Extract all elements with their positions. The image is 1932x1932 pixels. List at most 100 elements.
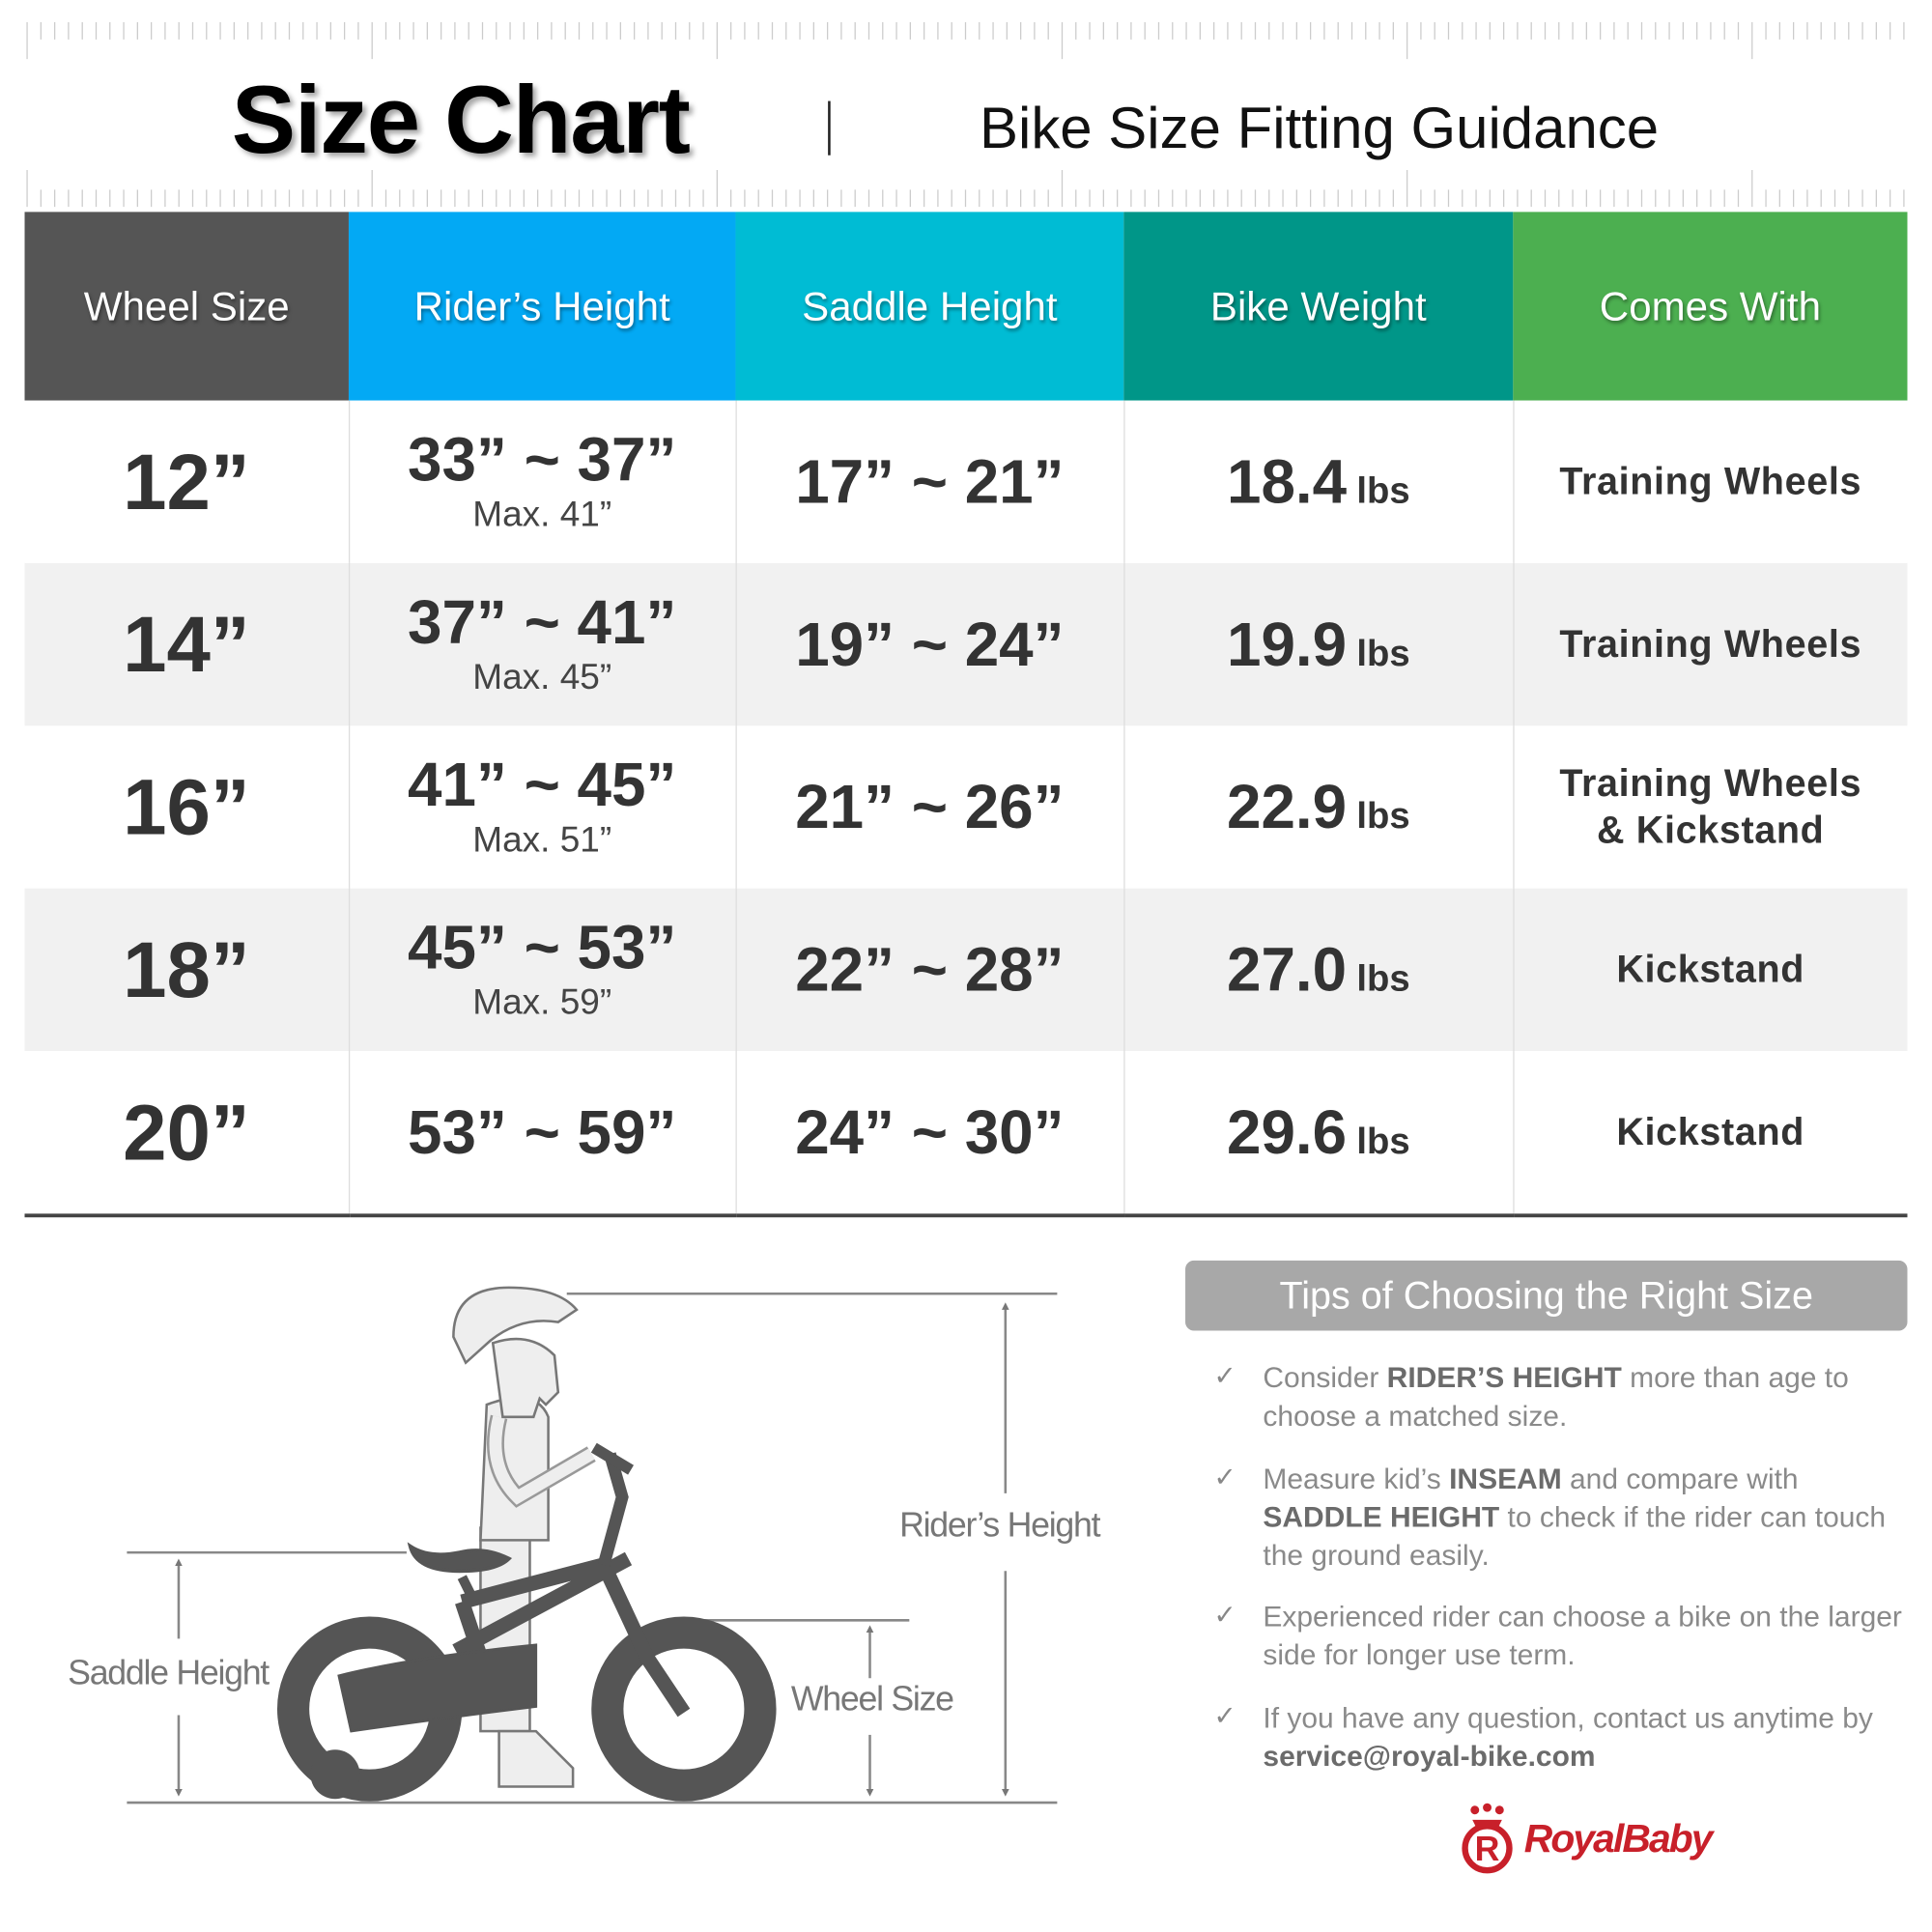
wheel-size-value: 20” [123,1088,250,1178]
wheel-size-value: 14” [123,600,250,690]
riders-height-max: Max. 59” [472,982,612,1023]
ruler-bottom-decoration [26,170,1905,208]
wheel-size-cell: 18” [24,888,349,1052]
comes-with-value: Training Wheels [1559,622,1862,666]
bike-fitting-diagram [127,1286,1058,1804]
wheel-size-cell: 12” [25,401,349,563]
weight-unit: lbs [1356,958,1410,1000]
bike-weight-value: 18.4 [1226,447,1348,517]
weight-unit: lbs [1356,795,1410,838]
page-title: Size Chart [231,65,691,174]
bike-weight-value: 27.0 [1226,935,1348,1005]
column-header-rider-s-height: Rider’s Height [348,212,736,401]
bike-weight-cell: 27.0 lbs [1122,888,1514,1052]
saddle-height-cell: 17” ~ 21” [734,400,1124,563]
riders-height-max: Max. 51” [472,820,612,861]
wheel-size-cell: 16” [25,725,349,888]
bike-weight-value: 19.9 [1226,610,1348,679]
tip-text: If you have any question, contact us any… [1263,1701,1873,1734]
weight-unit: lbs [1356,470,1410,512]
riders-height-range: 53” ~ 59” [408,1097,677,1167]
saddle-height-cell: 22” ~ 28” [734,888,1124,1052]
wheel-size-label: Wheel Size [790,1679,954,1719]
wheel-size-value: 16” [123,762,250,852]
weight-unit: lbs [1356,1121,1410,1162]
riders-height-max: Max. 41” [472,495,612,535]
title-divider [828,100,831,156]
comes-with-value: Training Wheels [1559,459,1862,503]
comes-with-cell: Training Wheels & Kickstand [1512,725,1908,889]
tip-emphasis: INSEAM [1449,1463,1562,1495]
riders-height-cell: 45” ~ 53” Max. 59” [348,888,736,1052]
saddle-height-range: 19” ~ 24” [795,610,1065,679]
helmet-icon [452,1286,579,1365]
child-figure [452,1286,596,1788]
tip-text: more than age to choose a matched size. [1263,1361,1849,1433]
checkmark-icon: ✓ [1213,1700,1236,1732]
tip-text: Experienced rider can choose a bike on t… [1263,1600,1902,1671]
table-row: 14” 37” ~ 41” Max. 45” 19” ~ 24” 19.9 lbs Trai… [24,562,1908,726]
checkmark-icon: ✓ [1213,1461,1236,1492]
comes-with-value: Training Wheels [1559,761,1862,805]
saddle-height-label: Saddle Height [68,1653,270,1692]
riders-height-range: 37” ~ 41” [408,587,677,657]
bike-weight-cell: 29.6 lbs [1122,1051,1514,1218]
comes-with-cell: Training Wheels [1512,400,1908,563]
wheel-size-cell: 14” [24,562,349,726]
comes-with-value-2: & Kickstand [1596,808,1825,852]
saddle-height-range: 17” ~ 21” [795,447,1065,517]
riders-height-cell: 41” ~ 45” Max. 51” [348,725,736,889]
bike-weight-value: 29.6 [1226,1097,1348,1167]
weight-unit: lbs [1356,633,1410,674]
comes-with-cell: Kickstand [1512,1051,1908,1218]
table-row: 16” 41” ~ 45” Max. 51” 21” ~ 26” 22.9 lbs Trai… [25,725,1908,889]
bike-weight-cell: 19.9 lbs [1122,562,1514,726]
measurement-lines [127,1293,1058,1804]
tip-emphasis: SADDLE HEIGHT [1263,1500,1500,1533]
tip-emphasis: RIDER’S HEIGHT [1386,1361,1622,1394]
bike-figure [276,1442,777,1802]
comes-with-value: Kickstand [1616,947,1805,991]
crown-r-logo-icon: R [1462,1803,1513,1874]
tip-text: and compare with [1561,1463,1799,1495]
table-header-row: Wheel Size Rider’s Height Saddle Height Bik… [24,212,1908,401]
royalbaby-logo: R RoyalBaby [1458,1802,1714,1876]
checkmark-icon: ✓ [1213,1360,1236,1392]
wheel-size-value: 18” [123,924,250,1014]
bike-weight-value: 22.9 [1226,772,1348,842]
column-header-bike-weight: Bike Weight [1123,212,1514,401]
riders-height-cell: 37” ~ 41” Max. 45” [348,562,736,726]
tip-item: ✓ Experienced rider can choose a bike on … [1213,1598,1903,1674]
saddle-height-cell: 21” ~ 26” [734,725,1124,889]
column-header-comes-with: Comes With [1513,212,1908,401]
tip-item: ✓ Consider RIDER’S HEIGHT more than age t… [1213,1359,1903,1435]
riders-height-cell: 33” ~ 37” Max. 41” [348,400,736,563]
tip-item: ✓ Measure kid’s INSEAM and compare with S… [1213,1460,1903,1575]
tip-text: Consider [1263,1361,1387,1394]
tip-item: ✓ If you have any question, contact us an… [1213,1699,1903,1776]
comes-with-cell: Kickstand [1512,888,1908,1052]
tip-text: to check if the rider can touch the grou… [1263,1500,1887,1572]
saddle-height-range: 21” ~ 26” [795,772,1065,842]
checkmark-icon: ✓ [1213,1599,1236,1631]
riders-height-label: Rider’s Height [899,1505,1100,1545]
size-table: Wheel Size Rider’s Height Saddle Height Bik… [24,212,1908,1218]
riders-height-max: Max. 45” [472,658,612,697]
brand-name: RoyalBaby [1523,1815,1714,1861]
column-header-saddle-height: Saddle Height [735,212,1124,401]
column-header-wheel-size: Wheel Size [24,212,349,401]
comes-with-cell: Training Wheels [1512,562,1908,726]
svg-text:R: R [1475,1830,1500,1868]
bike-weight-cell: 18.4 lbs [1122,400,1514,563]
saddle-height-range: 24” ~ 30” [795,1097,1065,1167]
table-row: 20” 53” ~ 59” 24” ~ 30” 29.6 lbs Kickstand [24,1051,1908,1218]
riders-height-range: 33” ~ 37” [408,425,677,495]
bike-weight-cell: 22.9 lbs [1122,725,1514,889]
tip-emphasis: service@royal-bike.com [1263,1740,1596,1773]
page-subtitle: Bike Size Fitting Guidance [980,95,1660,160]
front-wheel [591,1616,777,1802]
ruler-top-decoration [26,21,1905,60]
saddle-height-cell: 24” ~ 30” [734,1051,1124,1218]
table-row: 18” 45” ~ 53” Max. 59” 22” ~ 28” 27.0 lbs Kick… [24,888,1908,1052]
comes-with-value: Kickstand [1616,1110,1805,1153]
